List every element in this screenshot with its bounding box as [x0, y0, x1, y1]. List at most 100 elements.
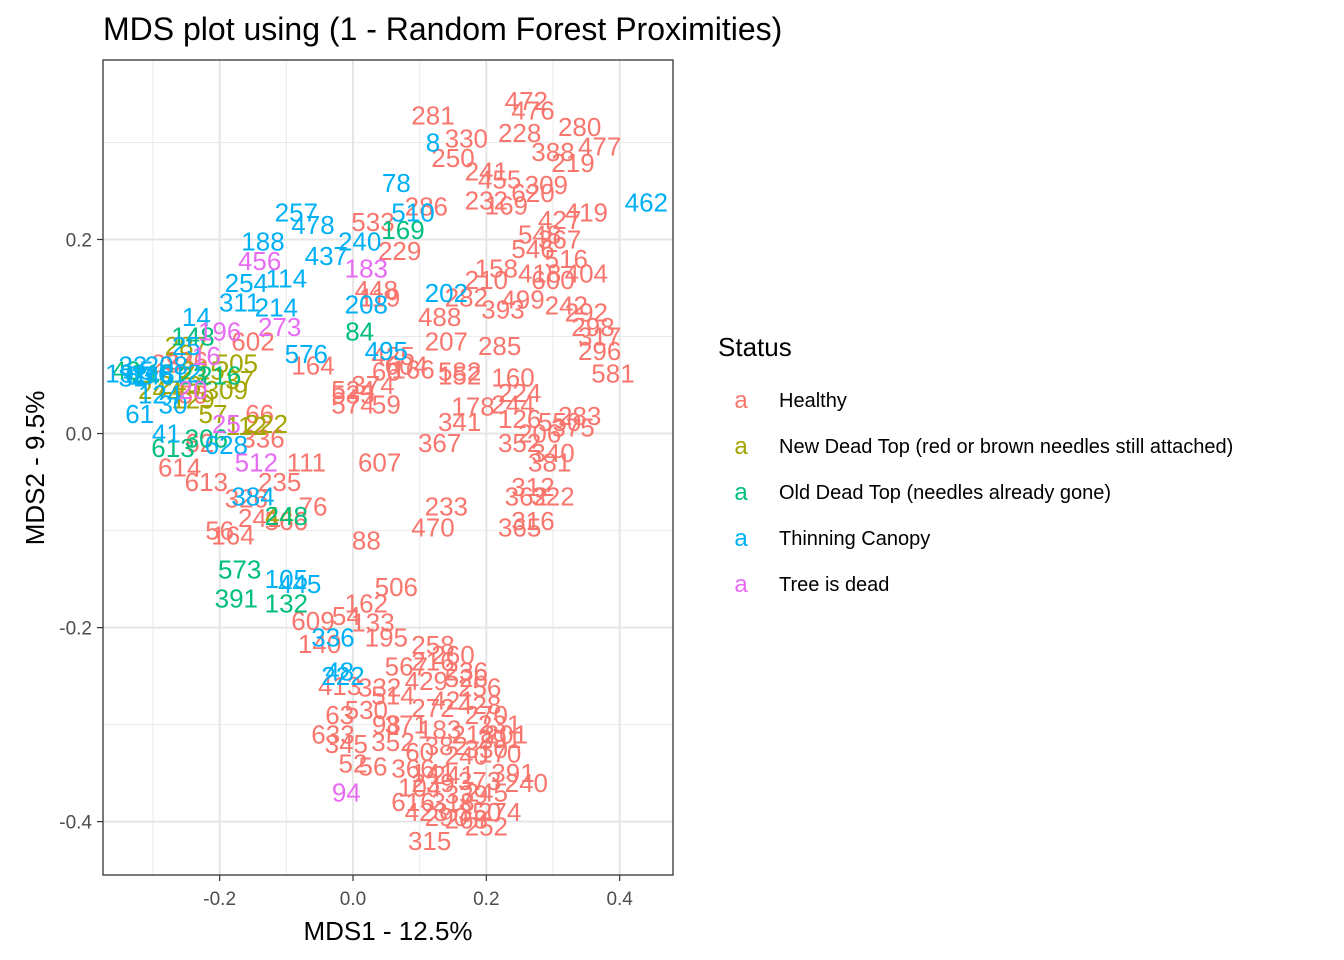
point-label: 291 [478, 724, 521, 754]
point-label: 158 [475, 254, 518, 284]
plot-panel-border [102, 59, 674, 876]
y-tick-label: -0.4 [59, 813, 92, 834]
point-label: 462 [625, 188, 668, 218]
point-label: 292 [565, 297, 608, 327]
point-label: 576 [285, 339, 328, 369]
point-label: 456 [238, 246, 281, 276]
point-label: 312 [511, 472, 554, 502]
point-label: 284 [151, 349, 194, 379]
point-label: 332 [358, 673, 401, 703]
y-axis-title: MDS2 - 9.5% [20, 391, 50, 546]
point-label: 258 [411, 630, 454, 660]
y-tick-label: 0.0 [66, 425, 92, 446]
point-label: 215 [181, 355, 224, 385]
point-label: 16 [192, 341, 221, 371]
point-label: 54 [332, 601, 361, 631]
point-label: 612 [158, 358, 201, 388]
point-label: 609 [291, 606, 334, 636]
point-label: 152 [438, 360, 481, 390]
point-label: 236 [445, 656, 488, 686]
point-label: 280 [558, 112, 601, 142]
point-label: 202 [425, 278, 468, 308]
point-label: 272 [411, 693, 454, 723]
point-label: 290 [425, 802, 468, 832]
point-label: 232 [465, 186, 508, 216]
point-label: 330 [465, 734, 508, 764]
point-label: 388 [531, 137, 574, 167]
point-label: 208 [345, 290, 388, 320]
point-label: 505 [215, 349, 258, 379]
point-label: 421 [431, 685, 474, 715]
point-label: 296 [578, 336, 621, 366]
point-label: 382 [425, 731, 468, 761]
x-tick-label: 0.0 [340, 889, 366, 910]
point-label: 573 [218, 554, 261, 584]
point-label: 526 [445, 663, 488, 693]
point-label: 455 [478, 164, 521, 194]
x-tick-label: -0.2 [203, 889, 236, 910]
legend-entry-label: Thinning Canopy [779, 528, 930, 550]
point-label: 404 [565, 258, 608, 288]
point-label: 62 [185, 428, 214, 458]
point-label: 604 [385, 351, 428, 381]
point-label: 270 [465, 700, 508, 730]
point-label: 546 [511, 234, 554, 264]
point-label: 533 [351, 207, 394, 237]
legend-key-glyph: a [734, 433, 748, 460]
point-label: 362 [505, 482, 548, 512]
point-label: 429 [405, 666, 448, 696]
point-label: 162 [345, 588, 388, 618]
point-label: 366 [391, 753, 434, 783]
point-label: 268 [445, 805, 488, 835]
point-label: 428 [458, 690, 501, 720]
y-tick-label: -0.2 [59, 619, 92, 640]
point-label: 445 [278, 569, 321, 599]
point-label: 341 [438, 407, 481, 437]
point-label: 160 [491, 362, 534, 392]
point-label: 273 [258, 312, 301, 342]
point-label: 222 [321, 661, 364, 691]
point-label: 37 [225, 365, 254, 395]
point-label: 510 [391, 197, 434, 227]
point-label: 105 [265, 564, 308, 594]
legend-title: Status [718, 332, 792, 362]
point-label: 613 [151, 433, 194, 463]
point-label: 63 [125, 360, 154, 390]
point-label: 41 [152, 419, 181, 449]
point-label: 166 [391, 355, 434, 385]
chart-title: MDS plot using (1 - Random Forest Proxim… [103, 11, 782, 47]
point-label: 66 [245, 399, 274, 429]
point-label: 384 [231, 482, 274, 512]
point-label: 257 [275, 197, 318, 227]
point-label: 336 [241, 423, 284, 453]
point-label: 132 [265, 588, 308, 618]
point-label: 48 [325, 656, 354, 686]
point-label: 241 [238, 503, 281, 533]
y-tick-label: 0.2 [66, 230, 92, 251]
point-label: 218 [451, 719, 494, 749]
legend-entry-label: Healthy [779, 390, 847, 412]
x-axis-title: MDS1 - 12.5% [303, 916, 472, 946]
point-label: 620 [511, 178, 554, 208]
point-label: 183 [418, 714, 461, 744]
point-label: 352 [371, 727, 414, 757]
point-label: 112 [226, 411, 267, 441]
point-label: 367 [538, 224, 581, 254]
point-label: 183 [345, 254, 388, 284]
point-label: 524 [331, 375, 374, 405]
point-label: 282 [445, 283, 488, 313]
point-label: 244 [491, 389, 534, 419]
point-label: 548 [518, 220, 561, 250]
point-label: 371 [385, 710, 428, 740]
point-label: 76 [299, 491, 328, 521]
point-label: 164 [291, 351, 334, 381]
point-label: 336 [311, 622, 354, 652]
point-label: 418 [518, 258, 561, 288]
point-label: 240 [505, 768, 548, 798]
point-label: 340 [531, 438, 574, 468]
point-label: 478 [291, 210, 334, 240]
point-label: 516 [545, 244, 588, 274]
point-label: 437 [305, 241, 348, 271]
point-label: 210 [465, 265, 508, 295]
point-label: 242 [545, 290, 588, 320]
